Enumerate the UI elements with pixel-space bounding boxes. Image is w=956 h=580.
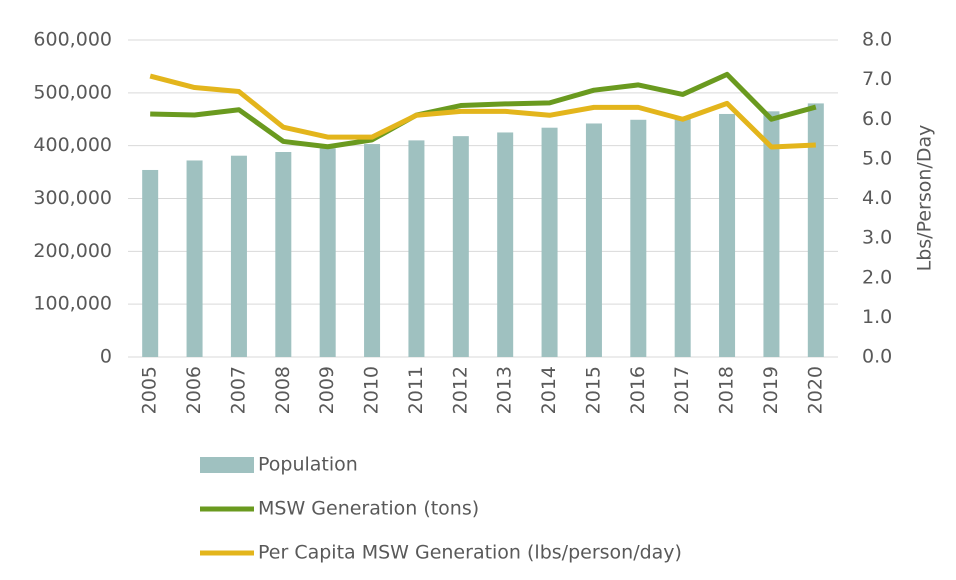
y-tick-label: 0 [100,346,112,368]
x-tick-label: 2016 [627,366,649,414]
y2-tick-label: 5.0 [862,147,892,169]
y2-tick-label: 2.0 [862,266,892,288]
x-tick-label: 2006 [183,366,205,414]
y2-tick-label: 1.0 [862,306,892,328]
x-tick-label: 2011 [405,366,427,414]
y-tick-label: 200,000 [33,240,112,262]
bar [452,136,469,357]
legend-swatch [200,457,254,473]
bar [541,127,558,357]
bar [630,119,647,357]
x-tick-label: 2014 [538,366,560,414]
x-tick-label: 2009 [316,366,338,414]
bar [186,160,203,357]
x-tick-label: 2019 [760,366,782,414]
bar [585,123,602,357]
y2-tick-label: 4.0 [862,187,892,209]
bar [674,116,691,357]
bar [275,152,292,357]
y2-tick-label: 3.0 [862,227,892,249]
y-tick-label: 300,000 [33,187,112,209]
legend-label: Population [258,454,358,476]
bar [719,113,736,357]
bar [319,148,336,357]
y2-tick-label: 0.0 [862,346,892,368]
bar [142,169,159,357]
x-tick-label: 2015 [582,366,604,414]
y2-tick-label: 8.0 [862,29,892,51]
y-tick-label: 400,000 [33,134,112,156]
x-tick-label: 2020 [804,366,826,414]
y2-tick-label: 6.0 [862,108,892,130]
line [149,73,816,150]
y2-tick-label: 7.0 [862,68,892,90]
legend-label: Per Capita MSW Generation (lbs/person/da… [258,542,682,564]
y-tick-label: 100,000 [33,293,112,315]
bar [497,132,514,357]
x-tick-label: 2005 [139,366,161,414]
y-tick-label: 600,000 [33,29,112,51]
x-tick-label: 2007 [227,366,249,414]
x-tick-label: 2018 [716,366,738,414]
bar [364,144,381,357]
bar [230,155,247,357]
x-tick-label: 2017 [671,366,693,414]
y2-axis-label: Lbs/Person/Day [914,125,936,272]
x-tick-label: 2010 [361,366,383,414]
x-tick-label: 2012 [449,366,471,414]
line [150,71,817,150]
bar [408,140,425,357]
x-tick-label: 2008 [272,366,294,414]
x-tick-label: 2013 [494,366,516,414]
bar [763,111,780,357]
y-tick-label: 500,000 [33,81,112,103]
bar [807,103,824,358]
legend-label: MSW Generation (tons) [258,498,479,520]
